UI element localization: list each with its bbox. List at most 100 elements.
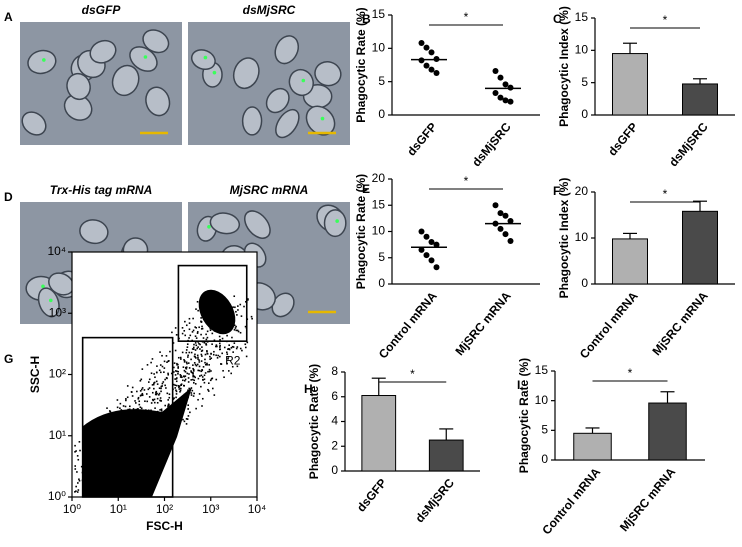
event-dot bbox=[122, 405, 125, 407]
event-dot bbox=[178, 388, 181, 390]
y-tick-label: 8 bbox=[331, 364, 338, 378]
event-dot bbox=[181, 332, 184, 335]
event-dot bbox=[168, 396, 171, 399]
bar bbox=[612, 53, 648, 116]
event-dot bbox=[213, 350, 215, 353]
event-dot bbox=[176, 410, 179, 413]
event-dot bbox=[174, 384, 177, 387]
event-dot bbox=[159, 397, 162, 399]
event-dot bbox=[219, 355, 221, 358]
event-dot bbox=[188, 317, 191, 320]
event-dot bbox=[153, 401, 156, 404]
event-dot bbox=[205, 343, 207, 345]
event-dot bbox=[235, 325, 237, 328]
event-dot bbox=[150, 361, 152, 364]
event-dot bbox=[141, 425, 143, 427]
event-dot bbox=[213, 318, 216, 321]
event-dot bbox=[181, 376, 183, 379]
bead bbox=[335, 219, 339, 223]
event-dot bbox=[200, 385, 202, 388]
event-dot bbox=[77, 458, 80, 461]
event-dot bbox=[128, 408, 131, 411]
event-dot bbox=[158, 431, 160, 434]
event-dot bbox=[177, 370, 180, 373]
event-dot bbox=[236, 329, 239, 332]
event-dot bbox=[120, 447, 123, 450]
event-dot bbox=[144, 468, 147, 471]
event-dot bbox=[129, 405, 131, 408]
event-dot bbox=[191, 348, 194, 350]
image-label: dsGFP bbox=[82, 3, 122, 17]
event-dot bbox=[105, 441, 107, 444]
event-dot bbox=[105, 451, 108, 454]
event-dot bbox=[127, 408, 129, 411]
event-dot bbox=[193, 355, 196, 358]
event-dot bbox=[187, 377, 190, 379]
cell bbox=[66, 72, 91, 101]
event-dot bbox=[113, 428, 116, 430]
event-dot bbox=[161, 354, 163, 357]
event-dot bbox=[164, 384, 166, 387]
event-dot bbox=[118, 477, 121, 479]
cell bbox=[244, 210, 271, 239]
event-dot bbox=[239, 303, 242, 306]
event-dot bbox=[215, 378, 218, 381]
event-dot bbox=[97, 468, 99, 470]
event-dot bbox=[172, 342, 175, 344]
event-dot bbox=[139, 458, 141, 461]
x-tick-label: MjSRC mRNA bbox=[452, 289, 514, 359]
event-dot bbox=[108, 473, 110, 476]
event-dot bbox=[153, 387, 155, 390]
event-dot bbox=[117, 459, 119, 462]
event-dot bbox=[101, 479, 104, 482]
data-point bbox=[502, 212, 509, 219]
event-dot bbox=[150, 372, 153, 375]
event-dot bbox=[208, 319, 211, 321]
event-dot bbox=[165, 387, 167, 389]
data-point bbox=[428, 66, 435, 73]
bar bbox=[682, 210, 718, 285]
event-dot bbox=[129, 426, 131, 428]
event-dot bbox=[94, 430, 97, 433]
event-dot bbox=[172, 383, 175, 386]
event-dot bbox=[223, 376, 225, 379]
event-dot bbox=[125, 398, 127, 400]
event-dot bbox=[117, 456, 120, 459]
event-dot bbox=[91, 423, 93, 425]
event-dot bbox=[135, 436, 137, 438]
event-dot bbox=[190, 351, 193, 354]
event-dot bbox=[126, 385, 129, 387]
event-dot bbox=[126, 452, 129, 454]
event-dot bbox=[199, 375, 201, 377]
significance-label: * bbox=[663, 13, 668, 27]
event-dot bbox=[200, 360, 203, 362]
y-tick-label: 20 bbox=[575, 184, 589, 198]
event-dot bbox=[162, 418, 164, 420]
event-dot bbox=[137, 397, 140, 400]
event-dot bbox=[227, 348, 229, 350]
event-dot bbox=[214, 297, 217, 299]
event-dot bbox=[196, 300, 199, 303]
event-dot bbox=[178, 403, 181, 406]
event-dot bbox=[105, 449, 108, 452]
event-dot bbox=[92, 480, 95, 482]
event-dot bbox=[187, 396, 189, 399]
y-tick-label: 10 bbox=[372, 41, 386, 55]
event-dot bbox=[220, 331, 222, 334]
event-dot bbox=[192, 378, 194, 381]
event-dot bbox=[209, 379, 212, 382]
event-dot bbox=[164, 404, 167, 407]
event-dot bbox=[151, 358, 154, 360]
event-dot bbox=[200, 333, 202, 336]
event-dot bbox=[124, 405, 127, 408]
y-tick-label: 10⁰ bbox=[48, 489, 66, 503]
bead bbox=[212, 70, 217, 75]
cell bbox=[142, 29, 170, 54]
event-dot bbox=[183, 384, 186, 387]
event-dot bbox=[137, 433, 140, 435]
y-tick-label: 0 bbox=[378, 107, 385, 121]
event-dot bbox=[192, 374, 195, 377]
event-dot bbox=[158, 415, 161, 417]
significance-label: * bbox=[410, 367, 415, 381]
